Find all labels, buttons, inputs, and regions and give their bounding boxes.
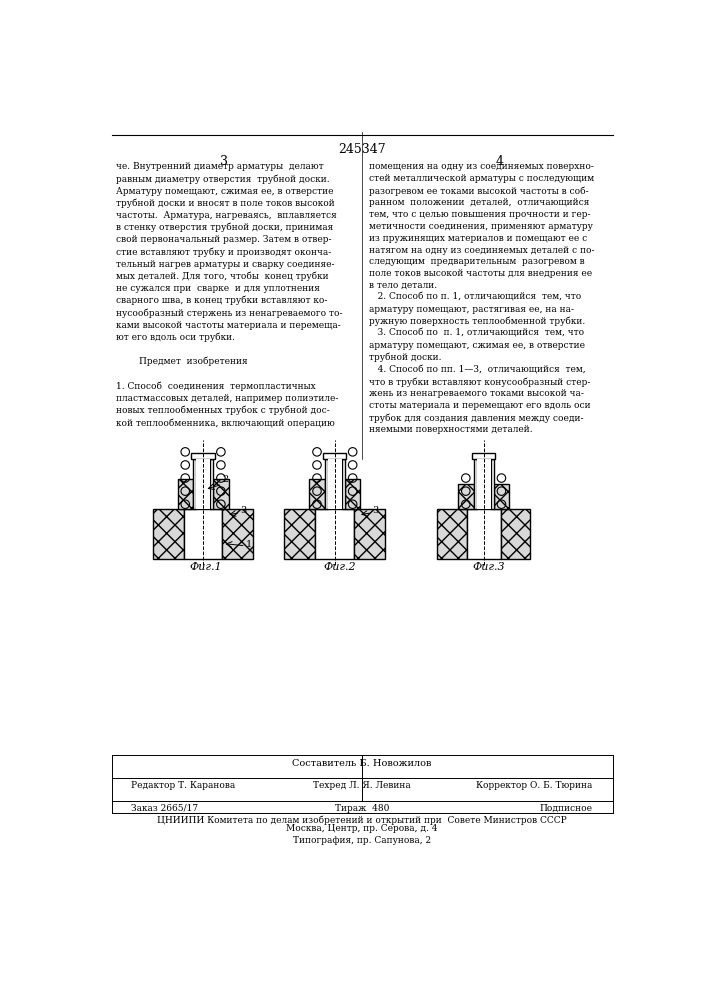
Bar [491,459,493,509]
Bar [210,459,213,509]
Text: Техред Л. Я. Левина: Техред Л. Я. Левина [313,781,411,790]
Bar [472,453,495,459]
Bar [323,453,346,459]
Text: Тираж  480: Тираж 480 [334,804,389,813]
Bar [192,453,215,459]
Bar [184,509,223,559]
Bar [341,459,345,509]
Text: Заказ 2665/17: Заказ 2665/17 [131,804,198,813]
Text: Фиг.2: Фиг.2 [323,562,356,572]
Bar [437,509,467,559]
Bar [328,459,341,509]
Bar [354,509,385,559]
Bar [153,509,184,559]
Text: Москва, Центр, пр. Серова, д. 4: Москва, Центр, пр. Серова, д. 4 [286,824,438,833]
Text: ЦНИИПИ Комитета по делам изобретений и открытий при  Совете Министров СССР: ЦНИИПИ Комитета по делам изобретений и о… [157,815,567,825]
Bar [196,459,210,509]
Bar [309,479,325,509]
Text: Подписное: Подписное [539,804,592,813]
Bar [477,459,491,509]
Bar [193,459,196,509]
Bar [315,509,354,559]
Text: че. Внутренний диаметр арматуры  делают
равным диаметру отверстия  трубной доски: че. Внутренний диаметр арматуры делают р… [115,162,342,428]
Text: Корректор О. Б. Тюрина: Корректор О. Б. Тюрина [476,781,592,790]
Text: 3: 3 [372,506,378,515]
Text: 2: 2 [223,475,228,484]
Text: помещения на одну из соединяемых поверхно-
стей металлической арматуры с последу: помещения на одну из соединяемых поверхн… [369,162,595,434]
Text: 4: 4 [495,155,503,168]
Text: Фиг.1: Фиг.1 [189,562,222,572]
Text: Составитель Б. Новожилов: Составитель Б. Новожилов [292,759,432,768]
Bar [284,509,315,559]
Bar [493,484,509,509]
Bar [501,509,530,559]
Bar [213,479,228,509]
Text: 3: 3 [220,155,228,168]
Text: 1: 1 [246,540,252,549]
Text: Типография, пр. Сапунова, 2: Типография, пр. Сапунова, 2 [293,836,431,845]
Text: Редактор Т. Каранова: Редактор Т. Каранова [131,781,235,790]
Text: 3: 3 [240,506,247,515]
Bar [474,459,477,509]
Bar [345,479,361,509]
Bar [458,484,474,509]
Bar [467,509,501,559]
Bar [325,459,328,509]
Text: Фиг.3: Фиг.3 [472,562,505,572]
Bar [177,479,193,509]
Text: 245347: 245347 [338,143,386,156]
Bar [223,509,253,559]
